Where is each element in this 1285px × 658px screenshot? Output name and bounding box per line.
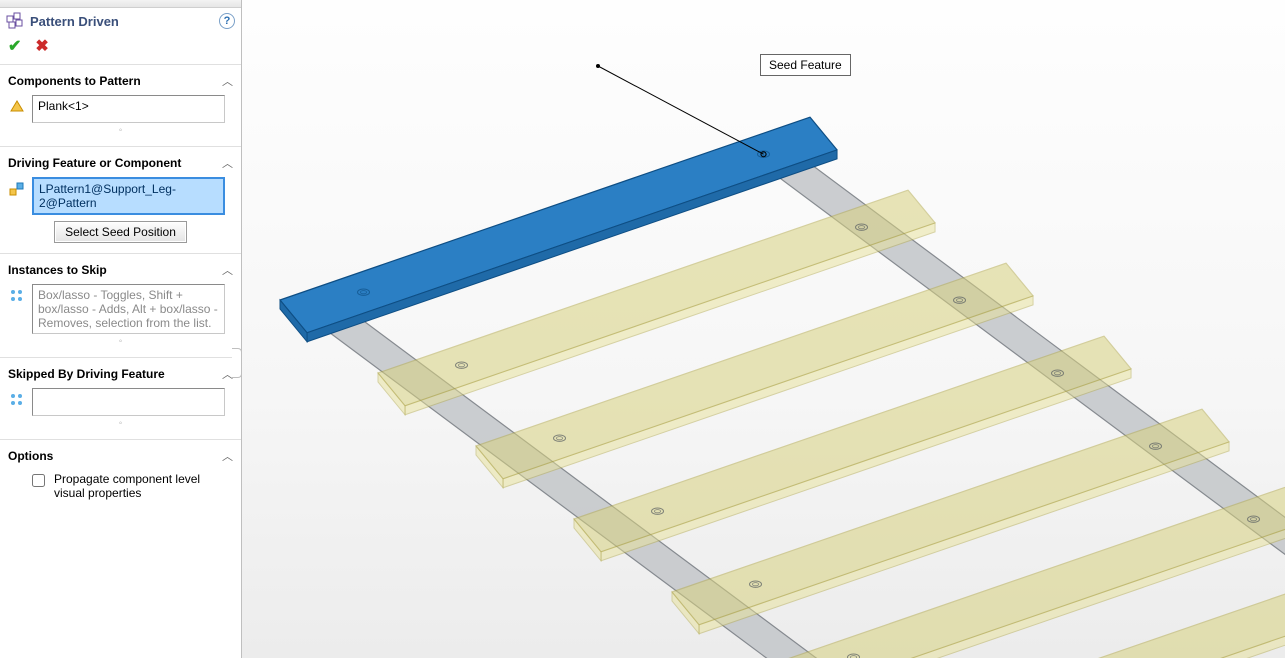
driving-feature-selection-box[interactable]: LPattern1@Support_Leg-2@Pattern bbox=[32, 177, 225, 215]
seed-feature-callout: Seed Feature bbox=[760, 54, 851, 76]
section-title-components: Components to Pattern bbox=[8, 74, 141, 88]
cancel-button[interactable]: ✖ bbox=[35, 36, 48, 56]
ok-button[interactable]: ✔ bbox=[8, 36, 21, 56]
pm-header: Pattern Driven ? bbox=[0, 8, 241, 32]
skipped-by-box[interactable] bbox=[32, 388, 225, 416]
section-components: Components to Pattern ︿ Plank<1> ◦ bbox=[0, 64, 241, 146]
section-title-options: Options bbox=[8, 449, 53, 463]
collapse-icon[interactable]: ︿ bbox=[222, 448, 233, 464]
pin-icon[interactable]: ◦ bbox=[6, 418, 235, 429]
help-icon[interactable]: ? bbox=[219, 13, 235, 29]
section-skipped-by: Skipped By Driving Feature ︿ ◦ bbox=[0, 357, 241, 439]
skipped-by-icon bbox=[8, 388, 26, 408]
ok-cancel-row: ✔ ✖ bbox=[0, 32, 241, 64]
pm-tab-strip bbox=[0, 0, 241, 8]
propagate-checkbox[interactable] bbox=[32, 474, 45, 487]
pm-title: Pattern Driven bbox=[30, 14, 119, 29]
section-options: Options ︿ Propagate component level visu… bbox=[0, 439, 241, 513]
driving-feature-icon bbox=[8, 177, 26, 197]
collapse-icon[interactable]: ︿ bbox=[222, 155, 233, 171]
collapse-icon[interactable]: ︿ bbox=[222, 73, 233, 89]
collapse-icon[interactable]: ︿ bbox=[222, 262, 233, 278]
panel-resize-handle[interactable] bbox=[232, 348, 242, 378]
skip-icon bbox=[8, 284, 26, 304]
components-selection-box[interactable]: Plank<1> bbox=[32, 95, 225, 123]
section-title-skip: Instances to Skip bbox=[8, 263, 107, 277]
graphics-viewport[interactable]: Seed Feature bbox=[242, 0, 1285, 658]
pattern-driven-icon bbox=[6, 12, 24, 30]
instances-to-skip-box[interactable]: Box/lasso - Toggles, Shift + box/lasso -… bbox=[32, 284, 225, 334]
section-driving: Driving Feature or Component ︿ LPattern1… bbox=[0, 146, 241, 253]
propagate-label: Propagate component level visual propert… bbox=[54, 472, 229, 501]
section-title-skipped-by: Skipped By Driving Feature bbox=[8, 367, 165, 381]
section-instances-to-skip: Instances to Skip ︿ Box/lasso - Toggles,… bbox=[0, 253, 241, 357]
section-title-driving: Driving Feature or Component bbox=[8, 156, 181, 170]
pin-icon[interactable]: ◦ bbox=[6, 125, 235, 136]
property-manager-panel: Pattern Driven ? ✔ ✖ Components to Patte… bbox=[0, 0, 242, 658]
pin-icon[interactable]: ◦ bbox=[6, 336, 235, 347]
select-seed-position-button[interactable]: Select Seed Position bbox=[54, 221, 187, 243]
component-icon bbox=[8, 95, 26, 115]
scene-svg bbox=[242, 0, 1285, 658]
